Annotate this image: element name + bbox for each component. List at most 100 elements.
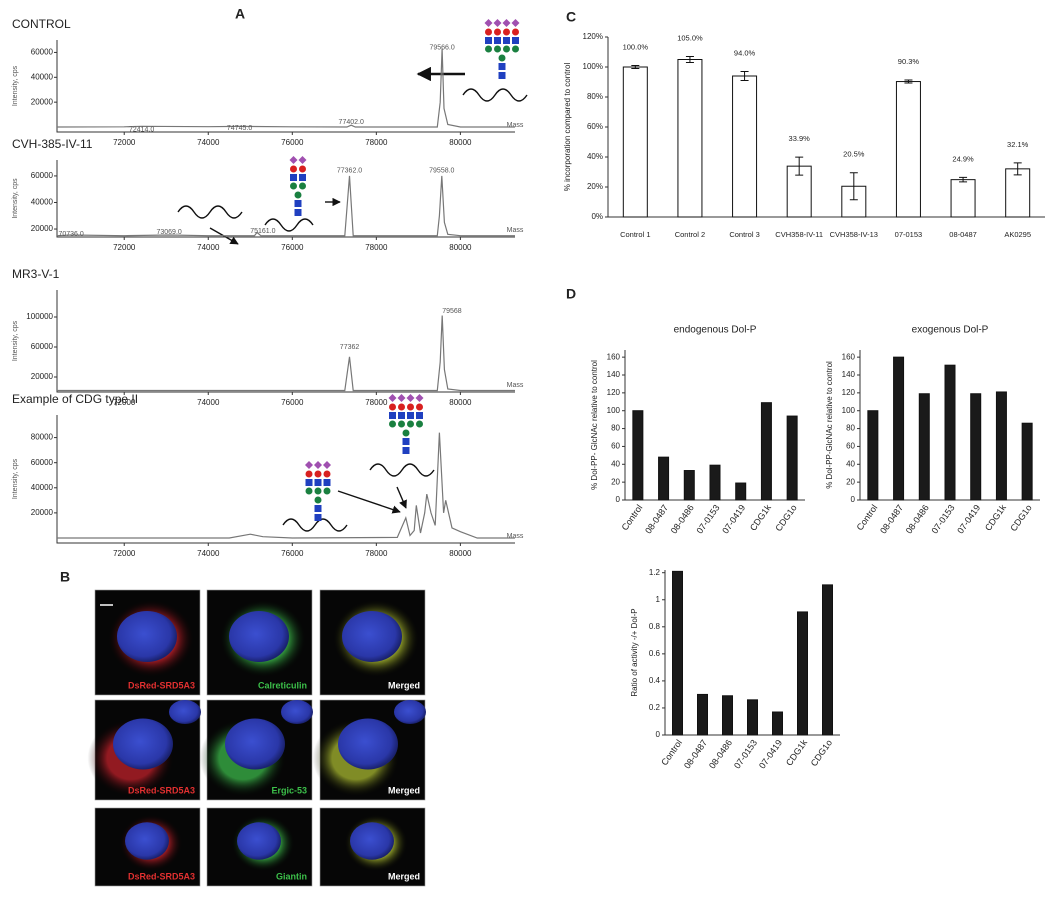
- peak-label: 70736.0: [58, 231, 83, 238]
- value-label: 105.0%: [677, 33, 703, 42]
- x-tick-label: 72000: [113, 398, 136, 407]
- bar: [895, 81, 921, 218]
- x-axis-label: Mass: [507, 227, 524, 234]
- y-tick-label: 160: [607, 352, 621, 361]
- value-label: 90.3%: [898, 57, 920, 66]
- y-tick-label: 140: [607, 370, 621, 379]
- y-tick-label: 1: [656, 595, 661, 604]
- peak-label: 79566.0: [429, 44, 454, 51]
- micrograph: DsRed-SRD5A3: [94, 807, 201, 887]
- y-tick-label: 80000: [31, 433, 54, 442]
- value-label: 20.5%: [843, 150, 865, 159]
- bar: [995, 391, 1007, 501]
- x-tick-label: CDG1k: [983, 502, 1008, 532]
- y-tick-label: 20: [611, 477, 620, 486]
- y-axis-label: Intensity, cps: [12, 458, 19, 499]
- micrograph: DsRed-SRD5A3: [87, 699, 201, 801]
- y-axis-label: % Dol-PP- GlcNAc relative to control: [590, 360, 599, 490]
- micrograph: Giantin: [206, 807, 313, 887]
- value-label: 100.0%: [623, 42, 649, 51]
- bar: [944, 364, 956, 501]
- nucleus: [229, 611, 289, 662]
- y-tick-label: 120%: [583, 32, 603, 41]
- bar: [732, 75, 758, 218]
- mannose: [294, 191, 302, 199]
- y-tick-label: 0.8: [649, 622, 661, 631]
- y-tick-label: 20%: [587, 182, 603, 191]
- x-tick-label: 72000: [113, 243, 136, 252]
- y-tick-label: 60000: [31, 171, 54, 180]
- y-tick-label: 20000: [31, 372, 54, 381]
- x-tick-label: 78000: [365, 243, 388, 252]
- glcnac: [314, 505, 322, 512]
- micrograph-label: Calreticulin: [258, 680, 307, 690]
- x-axis-label: Mass: [507, 533, 524, 540]
- galactose: [305, 470, 313, 478]
- y-tick-label: 60: [846, 442, 855, 451]
- x-tick-label: 76000: [281, 138, 304, 147]
- y-tick-label: 0.6: [649, 649, 661, 658]
- y-tick-label: 60%: [587, 122, 603, 131]
- galactose: [485, 28, 492, 36]
- x-tick-label: Control: [855, 503, 880, 533]
- y-tick-label: 100000: [26, 312, 53, 321]
- glcnac: [299, 174, 306, 181]
- galactose: [398, 403, 405, 411]
- x-tick-label: Control 2: [675, 230, 705, 239]
- mannose: [314, 487, 322, 495]
- x-tick-label: Control: [659, 738, 684, 768]
- nucleus: [237, 822, 281, 860]
- bar: [709, 464, 721, 501]
- glcnac: [314, 479, 322, 486]
- x-tick-label: 08-0487: [643, 503, 670, 536]
- x-tick-label: AK0295: [1004, 230, 1031, 239]
- bar: [760, 402, 772, 501]
- y-tick-label: 20: [846, 477, 855, 486]
- nucleus: [350, 822, 394, 860]
- x-tick-label: CDG1o: [809, 738, 834, 768]
- lipid: [264, 218, 314, 232]
- x-tick-label: 74000: [197, 549, 220, 558]
- axis: [56, 40, 515, 133]
- y-tick-label: 60: [611, 442, 620, 451]
- axis: [607, 37, 1045, 218]
- glcnac: [402, 447, 410, 454]
- nucleus: [225, 718, 285, 770]
- axis: [56, 415, 515, 544]
- error-bar: [849, 172, 858, 201]
- axis: [56, 290, 515, 393]
- y-tick-label: 60000: [31, 458, 54, 467]
- arrow: [396, 486, 407, 509]
- y-tick-label: 120: [607, 388, 621, 397]
- micrograph-label: DsRed-SRD5A3: [128, 871, 195, 881]
- y-axis-label: % incorporation compared to control: [563, 63, 572, 192]
- x-tick-label: 07-0419: [757, 738, 784, 771]
- error-bar: [959, 176, 968, 183]
- value-label: 32.1%: [1007, 140, 1029, 149]
- y-tick-label: 0: [616, 495, 621, 504]
- sialic: [502, 19, 511, 27]
- galactose: [389, 403, 396, 411]
- nucleus: [338, 718, 398, 770]
- x-tick-label: CVH358-IV-13: [830, 230, 878, 239]
- sialic: [511, 19, 520, 27]
- sialic: [493, 19, 502, 27]
- micrograph-label: Merged: [388, 785, 420, 795]
- micrograph: Merged: [319, 589, 426, 696]
- error-bar: [685, 56, 694, 63]
- x-tick-label: 78000: [365, 549, 388, 558]
- glcnac: [314, 514, 322, 521]
- y-tick-label: 80: [846, 424, 855, 433]
- bar: [797, 611, 808, 736]
- micrograph-label: Ergic-53: [271, 785, 307, 795]
- x-tick-label: 08-0486: [904, 503, 931, 536]
- x-tick-label: 78000: [365, 398, 388, 407]
- bar: [677, 59, 703, 218]
- chart-title: Example of CDG type II: [12, 392, 138, 406]
- y-tick-label: 40000: [31, 72, 54, 81]
- y-tick-label: 60000: [31, 48, 54, 57]
- y-tick-label: 60000: [31, 342, 54, 351]
- error-bar: [904, 79, 913, 84]
- mannose: [512, 45, 519, 53]
- spectrum-line: [56, 175, 515, 237]
